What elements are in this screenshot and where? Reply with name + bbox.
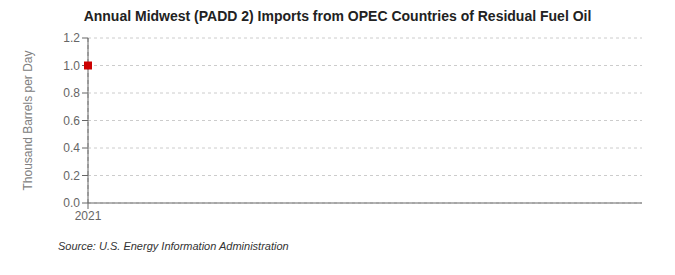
svg-text:0.6: 0.6 [63,114,80,128]
svg-text:2021: 2021 [75,209,102,223]
svg-text:1.2: 1.2 [63,31,80,45]
svg-text:0.8: 0.8 [63,86,80,100]
html-text:Source: U.S. Energy Informatio: Source: U.S. Energy Information Administ… [58,240,289,252]
svg-text:0.2: 0.2 [63,169,80,183]
svg-text:0.0: 0.0 [63,196,80,210]
svg-text:1.0: 1.0 [63,59,80,73]
svg-text:Thousand Barrels per Day: Thousand Barrels per Day [21,50,35,190]
svg-text:0.4: 0.4 [63,141,80,155]
html-text:Annual Midwest (PADD 2) Import: Annual Midwest (PADD 2) Imports from OPE… [83,8,592,24]
